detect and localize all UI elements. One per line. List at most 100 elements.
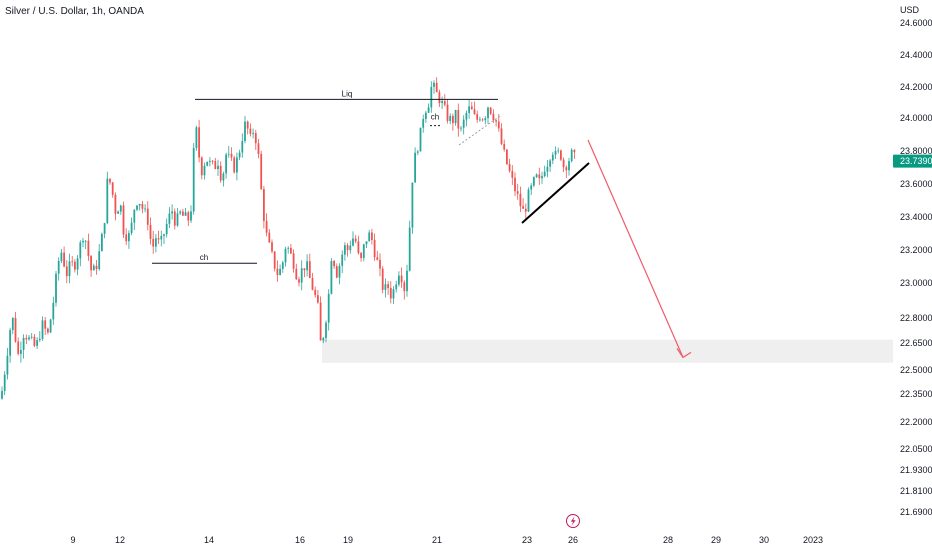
y-tick-label: 22.05000 (900, 444, 932, 454)
candle-body (427, 107, 430, 113)
candle-body (400, 275, 403, 283)
candle-body (157, 238, 160, 240)
candles-group (1, 77, 576, 400)
candle-body (125, 234, 128, 242)
y-tick-label: 23.40000 (900, 212, 932, 222)
y-tick-label: 23.20000 (900, 245, 932, 255)
peak-trendline[interactable] (458, 115, 501, 146)
candle-body (468, 106, 470, 113)
candle-body (560, 150, 562, 160)
candle-body (141, 203, 144, 209)
y-tick-label: 23.60000 (900, 179, 932, 189)
candle-body (281, 262, 284, 269)
candle-body (20, 349, 22, 354)
candle-body (209, 160, 211, 162)
candle-body (265, 220, 268, 233)
candle-body (25, 337, 28, 340)
candle-body (219, 165, 222, 181)
candle-body (484, 118, 487, 121)
candle-body (344, 245, 346, 255)
y-tick-label: 21.69000 (900, 507, 932, 517)
candle-body (36, 340, 38, 346)
candle-body (371, 232, 373, 240)
candle-body (179, 211, 182, 214)
candle-body (489, 107, 492, 114)
candle-body (562, 159, 565, 168)
time-axis[interactable]: 9 12 14 16 19 21 23 26 28 29 30 2023 (70, 535, 823, 545)
candle-body (117, 211, 119, 214)
candle-body (284, 248, 287, 263)
candle-body (122, 205, 125, 235)
price-axis[interactable]: 24.60000 24.40000 24.20000 24.00000 23.80000… (900, 18, 932, 517)
x-tick-label: 30 (759, 535, 769, 545)
candle-body (160, 235, 163, 240)
candle-body (287, 247, 290, 249)
candle-body (533, 177, 535, 186)
candle-body (387, 284, 389, 288)
candle-body (252, 133, 254, 134)
candle-body (422, 118, 425, 128)
candle-body (136, 205, 138, 210)
candle-body (84, 240, 87, 242)
candle-body (128, 233, 130, 242)
candle-body (103, 223, 106, 234)
candle-body (149, 224, 152, 239)
candle-body (55, 273, 57, 303)
candle-body (365, 241, 368, 245)
candle-body (503, 143, 506, 150)
candle-body (144, 208, 146, 210)
candle-body (384, 284, 387, 290)
candle-body (551, 154, 554, 161)
currency-label: USD (900, 5, 920, 15)
support-trendline[interactable] (521, 162, 590, 224)
candle-body (133, 209, 136, 223)
candle-body (452, 116, 454, 124)
candle-body (481, 119, 484, 121)
candle-body (338, 265, 341, 278)
candle-body (292, 253, 295, 269)
candle-body (441, 101, 443, 104)
candle-body (233, 157, 236, 173)
projection-arrow[interactable] (587, 139, 684, 358)
candle-body (333, 261, 335, 267)
candle-body (465, 112, 468, 120)
candle-body (74, 261, 76, 270)
candle-body (41, 320, 44, 339)
candle-body (535, 174, 538, 178)
candle-body (3, 374, 6, 391)
x-tick-label: 23 (522, 535, 532, 545)
candle-body (290, 247, 292, 254)
candle-body (119, 205, 122, 212)
candle-body (330, 261, 333, 294)
candle-body (373, 239, 376, 258)
candle-body (352, 238, 354, 246)
candle-body (271, 242, 273, 252)
candle-body (398, 275, 400, 285)
x-tick-label: 2023 (803, 535, 823, 545)
candle-body (227, 153, 230, 155)
candle-body (195, 127, 198, 148)
candle-body (573, 149, 576, 153)
candle-body (295, 268, 298, 280)
lightning-icon[interactable] (566, 514, 580, 528)
candle-body (111, 182, 114, 195)
candle-body (546, 166, 549, 172)
last-price-value: 23.73900 (900, 156, 932, 166)
y-tick-label: 24.00000 (900, 113, 932, 123)
candle-body (198, 127, 200, 158)
candle-body (200, 157, 203, 176)
candle-body (325, 322, 327, 338)
candle-body (335, 266, 338, 278)
candle-body (554, 151, 557, 155)
candle-body (433, 82, 435, 87)
candle-body (17, 341, 20, 354)
candle-body (376, 257, 379, 260)
candle-body (238, 152, 241, 158)
candle-body (11, 317, 14, 331)
candle-body (514, 177, 516, 192)
chart-title: Silver / U.S. Dollar, 1h, OANDA (5, 6, 144, 17)
candle-body (487, 107, 489, 119)
candle-body (273, 251, 276, 269)
